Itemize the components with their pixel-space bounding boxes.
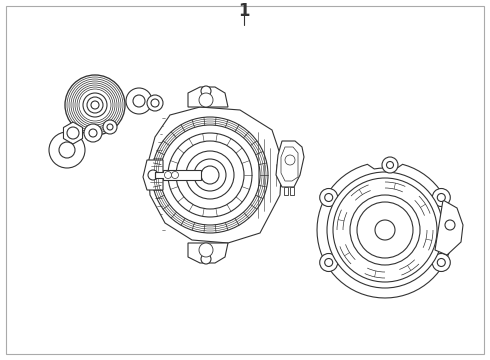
Circle shape [89,129,97,137]
Polygon shape [188,87,228,107]
Polygon shape [188,243,228,263]
Circle shape [327,172,443,288]
Circle shape [445,220,455,230]
Circle shape [152,117,268,233]
Polygon shape [64,122,82,144]
Circle shape [432,189,450,207]
Circle shape [103,120,117,134]
Circle shape [357,202,413,258]
Circle shape [147,95,163,111]
Text: 1: 1 [238,2,250,20]
Circle shape [49,132,85,168]
Circle shape [285,155,295,165]
Circle shape [160,125,260,225]
Circle shape [107,124,113,130]
Polygon shape [155,170,201,180]
Circle shape [437,258,445,266]
Circle shape [91,101,99,109]
Circle shape [168,133,252,217]
Polygon shape [276,141,304,187]
Polygon shape [281,147,298,181]
Circle shape [194,159,226,191]
Polygon shape [317,164,453,298]
Circle shape [325,194,333,202]
Circle shape [201,166,219,184]
Circle shape [126,88,152,114]
Circle shape [201,86,211,96]
Circle shape [387,162,393,168]
Circle shape [151,99,159,107]
Circle shape [199,93,213,107]
Circle shape [148,170,158,180]
Circle shape [201,254,211,264]
Polygon shape [143,160,163,190]
Circle shape [186,151,234,199]
Circle shape [319,253,338,271]
Circle shape [176,141,244,209]
Polygon shape [290,187,294,195]
Circle shape [165,171,172,179]
Circle shape [59,142,75,158]
Circle shape [199,243,213,257]
Circle shape [325,258,333,266]
Circle shape [67,127,79,139]
Circle shape [83,93,107,117]
Polygon shape [284,187,288,195]
Circle shape [65,75,125,135]
Circle shape [87,97,103,113]
Circle shape [382,157,398,173]
Circle shape [84,124,102,142]
Circle shape [333,178,437,282]
Circle shape [432,253,450,271]
Polygon shape [148,107,282,243]
Circle shape [172,171,178,179]
Circle shape [350,195,420,265]
Polygon shape [435,200,463,255]
Circle shape [319,189,338,207]
Circle shape [375,220,395,240]
Circle shape [133,95,145,107]
Circle shape [437,194,445,202]
